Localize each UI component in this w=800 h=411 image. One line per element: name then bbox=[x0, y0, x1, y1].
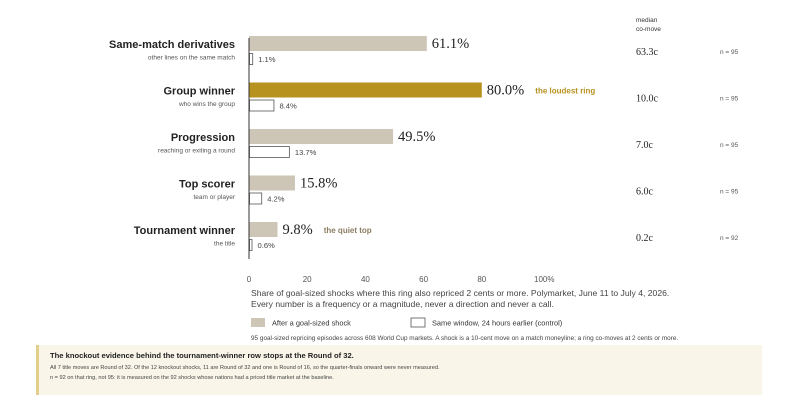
footnote: 95 goal-sized repricing episodes across … bbox=[251, 335, 678, 342]
median-value: 0.2c bbox=[636, 233, 654, 244]
n-label: n = 92 bbox=[720, 235, 739, 242]
median-value: 63.3c bbox=[636, 47, 659, 58]
category-label: Group winner bbox=[164, 86, 236, 98]
note-line1: All 7 title moves are Round of 32. Of th… bbox=[50, 365, 440, 371]
bar-shock bbox=[249, 36, 427, 51]
x-tick-label: 100% bbox=[534, 275, 554, 284]
bar-control-value-label: 1.1% bbox=[258, 55, 276, 64]
category-label: Same-match derivatives bbox=[109, 39, 235, 51]
legend-swatch-shock bbox=[251, 318, 265, 327]
n-label: n = 95 bbox=[720, 49, 739, 56]
legend-label-shock: After a goal-sized shock bbox=[272, 319, 351, 328]
category-sublabel: other lines on the same match bbox=[148, 55, 235, 62]
bar-control-value-label: 4.2% bbox=[267, 195, 285, 204]
x-axis-ticks: 0 20 40 60 80 100% bbox=[247, 275, 555, 284]
bar-shock bbox=[249, 175, 295, 191]
legend-label-control: Same window, 24 hours earlier (control) bbox=[432, 319, 562, 328]
median-value: 6.0c bbox=[636, 187, 654, 198]
legend: After a goal-sized shock Same window, 24… bbox=[251, 317, 562, 328]
bar-shock bbox=[249, 129, 394, 144]
bar-control bbox=[249, 53, 254, 65]
x-tick-label: 40 bbox=[361, 275, 370, 284]
category-sublabel: team or player bbox=[193, 194, 235, 201]
n-label: n = 95 bbox=[720, 96, 739, 103]
x-axis-label-line2: Every number is a frequency or a magnitu… bbox=[251, 299, 554, 309]
legend-swatch-control bbox=[410, 317, 426, 328]
median-header-line1: median bbox=[636, 17, 658, 24]
note-title: The knockout evidence behind the tournam… bbox=[50, 351, 354, 360]
bar-shock bbox=[249, 222, 278, 237]
x-tick-label: 80 bbox=[477, 275, 486, 284]
category-sublabel: reaching or exiting a round bbox=[158, 148, 235, 155]
bar-control bbox=[249, 239, 253, 251]
x-tick-label: 0 bbox=[247, 275, 252, 284]
chart-row: Tournament winner the title 9.8% the quiet … bbox=[134, 222, 739, 251]
n-label: n = 95 bbox=[720, 189, 739, 196]
chart-rows: Same-match derivatives other lines on the… bbox=[109, 36, 739, 251]
bar-shock bbox=[249, 82, 482, 98]
chart-row: Progression reaching or exiting a round 49… bbox=[158, 129, 739, 158]
chart-row: Group winner who wins the group 80.0% the l… bbox=[164, 82, 739, 112]
x-tick-label: 60 bbox=[419, 275, 428, 284]
x-tick-label: 20 bbox=[303, 275, 312, 284]
category-label: Top scorer bbox=[179, 179, 236, 191]
category-label: Tournament winner bbox=[134, 225, 236, 237]
bar-control bbox=[249, 99, 275, 112]
bar-shock-value-label: 49.5% bbox=[398, 129, 435, 145]
bar-control bbox=[249, 146, 290, 158]
bar-control bbox=[249, 192, 263, 205]
chart-row: Top scorer team or player 15.8% 4.2% 6.0c n =… bbox=[179, 175, 739, 205]
bar-shock-value-label: 15.8% bbox=[300, 176, 337, 192]
bar-shock-value-label: 61.1% bbox=[432, 36, 469, 52]
median-header-line2: co-move bbox=[636, 26, 661, 33]
category-sublabel: the title bbox=[214, 241, 235, 248]
bar-annotation: the quiet top bbox=[324, 226, 372, 235]
bar-shock-value-label: 9.8% bbox=[283, 222, 313, 238]
n-label: n = 95 bbox=[720, 142, 739, 149]
median-value: 7.0c bbox=[636, 140, 654, 151]
bar-annotation: the loudest ring bbox=[535, 87, 595, 96]
median-value: 10.0c bbox=[636, 94, 659, 105]
note-line2: n = 92 on that ring, not 95: it is measu… bbox=[50, 374, 334, 381]
bar-control-value-label: 0.6% bbox=[258, 241, 276, 250]
bar-shock-value-label: 80.0% bbox=[487, 83, 524, 99]
category-sublabel: who wins the group bbox=[178, 101, 235, 108]
category-label: Progression bbox=[171, 132, 235, 144]
bar-control-value-label: 13.7% bbox=[295, 148, 317, 157]
knockout-note: The knockout evidence behind the tournam… bbox=[36, 345, 762, 395]
bar-control-value-label: 8.4% bbox=[279, 102, 297, 111]
x-axis-label-line1: Share of goal-sized shocks where this ri… bbox=[251, 288, 669, 298]
chart-row: Same-match derivatives other lines on the… bbox=[109, 36, 739, 65]
